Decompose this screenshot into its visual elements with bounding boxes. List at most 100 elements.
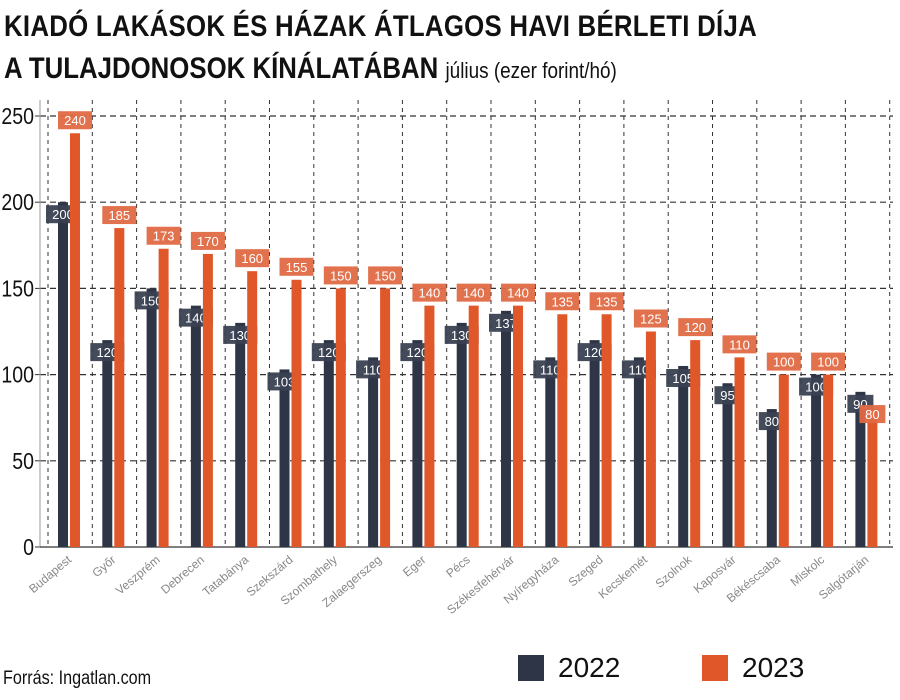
data-label-bg-2023 (412, 283, 447, 302)
bar-2023 (380, 288, 391, 547)
bar-2022 (412, 340, 423, 547)
data-label-2023: 135 (551, 294, 573, 309)
bar-2022 (766, 409, 777, 547)
bar-2023 (513, 305, 523, 547)
bar-2023 (468, 305, 479, 547)
data-label-bg-2023 (368, 266, 403, 285)
x-tick-label: Tatabánya (200, 552, 252, 599)
data-label-2022: 110 (363, 362, 384, 377)
x-tick-label: Debrecen (158, 553, 207, 597)
bar-2023 (734, 357, 745, 547)
data-label-2022: 80 (765, 414, 779, 429)
data-label-bg-2023 (146, 226, 181, 245)
data-label-2022: 103 (274, 374, 296, 389)
legend-label-2023: 2023 (742, 652, 805, 683)
y-tick-label: 250 (1, 104, 34, 130)
data-label-bg-2023 (633, 309, 668, 328)
y-tick-label: 150 (1, 276, 34, 302)
bar-2022 (722, 383, 733, 547)
data-label-2023: 155 (286, 260, 308, 275)
data-label-2023: 100 (817, 355, 839, 370)
y-tick-label: 50 (12, 448, 34, 474)
bar-2023 (823, 374, 834, 547)
bar-2023 (645, 331, 656, 547)
data-label-bg-2023 (102, 206, 137, 225)
legend-swatch-2023 (702, 655, 728, 681)
data-label-2022: 120 (318, 345, 340, 360)
legend-swatch-2022 (518, 655, 544, 681)
x-tick-label: Szeged (565, 553, 605, 590)
data-label-2022: 200 (52, 207, 74, 222)
data-label-2023: 125 (640, 312, 662, 327)
bar-2023 (70, 133, 80, 548)
chart-title: KIADÓ LAKÁSOK ÉS HÁZAK ÁTLAGOS HAVI BÉRL… (4, 10, 757, 43)
data-label-bg-2023 (235, 249, 270, 268)
data-label-2022: 130 (229, 328, 251, 343)
data-label-2023: 140 (463, 286, 485, 301)
data-label-bg-2022 (758, 412, 785, 431)
x-tick-label: Szolnok (653, 552, 695, 591)
data-label-2022: 130 (451, 328, 473, 343)
bar-2023 (114, 228, 125, 547)
data-label-2022: 150 (141, 293, 163, 308)
x-tick-label: Eger (400, 553, 428, 580)
bar-2022 (279, 369, 290, 547)
data-label-2022: 95 (720, 388, 734, 403)
y-tick-label: 200 (1, 190, 34, 216)
data-label-2022: 110 (629, 362, 650, 377)
data-label-2022: 100 (805, 380, 827, 395)
data-label-bg-2023 (501, 283, 535, 302)
data-label-bg-2022 (714, 386, 741, 405)
data-label-2023: 140 (507, 286, 529, 301)
chart-subtitle: július (ezer forint/hó) (445, 58, 617, 83)
legend-item-2022: 2022 (518, 652, 620, 684)
data-label-bg-2023 (323, 266, 358, 285)
bar-2022 (323, 340, 334, 547)
bar-2022 (589, 340, 600, 547)
bar-2022 (456, 322, 467, 547)
data-label-bg-2023 (678, 318, 713, 337)
data-label-bg-2023 (58, 111, 92, 130)
bar-2022 (633, 357, 644, 547)
data-label-bg-2023 (279, 257, 314, 276)
bar-2022 (855, 391, 866, 547)
bar-2023 (778, 374, 789, 547)
legend-label-2022: 2022 (558, 652, 621, 683)
bar-2023 (557, 314, 568, 547)
bar-2022 (545, 357, 556, 547)
y-tick-label: 100 (1, 362, 34, 388)
bar-2023 (247, 271, 258, 547)
data-label-bg-2023 (190, 231, 225, 250)
data-label-bg-2023 (859, 405, 886, 424)
bar-2023 (601, 314, 612, 547)
x-tick-label: Miskolc (788, 553, 828, 589)
data-label-bg-2023 (456, 283, 491, 302)
chart-title-line2: A TULAJDONOSOK KÍNÁLATÁBAN július (ezer … (4, 52, 617, 86)
bar-2022 (368, 357, 379, 547)
bar-2022 (235, 322, 246, 547)
data-label-2023: 110 (729, 337, 750, 352)
bar-2023 (867, 409, 878, 547)
bar-2023 (424, 305, 435, 547)
y-tick-label: 0 (23, 535, 34, 561)
bar-2022 (146, 288, 157, 547)
data-label-2023: 100 (773, 355, 795, 370)
x-tick-label: Veszprém (113, 553, 163, 598)
bar-2022 (678, 365, 689, 547)
x-tick-label: Győr (89, 553, 118, 580)
data-label-2022: 140 (185, 311, 207, 326)
bar-2023 (291, 279, 302, 547)
data-label-2023: 170 (197, 234, 219, 249)
bar-2023 (335, 288, 346, 547)
data-label-2022: 120 (96, 345, 118, 360)
data-label-2023: 135 (596, 294, 618, 309)
data-label-bg-2023 (545, 292, 580, 311)
data-label-bg-2023 (589, 292, 624, 311)
bar-2023 (690, 340, 701, 547)
source-note: Forrás: Ingatlan.com (3, 668, 152, 689)
bar-2023 (202, 253, 213, 548)
data-label-bg-2023 (811, 352, 846, 371)
data-label-2023: 120 (684, 320, 706, 335)
data-label-2023: 140 (419, 286, 441, 301)
data-label-2023: 160 (241, 251, 263, 266)
